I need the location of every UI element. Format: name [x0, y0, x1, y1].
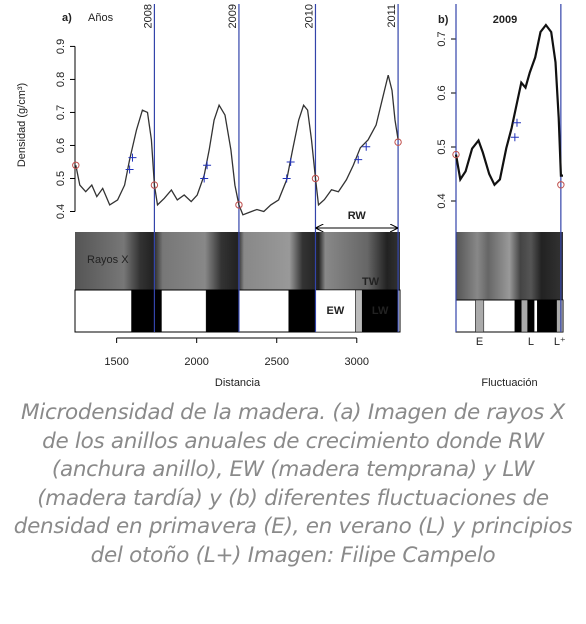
caption: Microdensidad de la madera. (a) Imagen d…: [13, 400, 573, 568]
ring-block: [537, 299, 557, 333]
x-axis-label: Distancia: [215, 377, 261, 389]
cross-point: [510, 133, 519, 142]
boundary-point: [150, 181, 159, 189]
y-tick-label: 0.6: [436, 85, 448, 100]
boundary-point: [311, 174, 320, 183]
block-label: L: [528, 336, 534, 348]
y-tick-label: 0.5: [436, 139, 448, 154]
panel-title: 2009: [493, 14, 517, 26]
boundary-point: [72, 161, 80, 169]
y-axis-label: Densidad (g/cm³): [16, 83, 28, 167]
cross-point: [200, 174, 209, 183]
y-tick-label: 0.7: [436, 31, 448, 46]
x-tick-label: 2500: [264, 356, 288, 368]
y-tick-label: 0.4: [55, 204, 67, 219]
cross-point: [354, 155, 363, 164]
boundary-point: [235, 201, 243, 209]
ring-block: [527, 299, 535, 333]
cross-point: [282, 174, 291, 183]
density-line: [75, 74, 399, 216]
ring-block: [361, 289, 399, 333]
y-tick-label: 0.8: [55, 72, 67, 87]
cross-point: [286, 157, 295, 166]
ring-block: [288, 289, 316, 333]
cross-point: [203, 161, 212, 170]
ring-block: [514, 299, 522, 333]
figure: EW LW 0.4 0.5 0.6 0.7 0.8 0.9 Densidad (g/cm³) 15…: [16, 4, 566, 389]
panel-label: a): [62, 12, 72, 24]
x-tick-label: 3000: [345, 356, 369, 368]
cross-point: [362, 142, 371, 151]
ring-block: [355, 289, 363, 333]
cross-point: [128, 153, 137, 162]
ring-block: [315, 289, 356, 333]
block-label: EW: [327, 305, 345, 317]
panel-subtitle: Años: [88, 12, 114, 24]
rw-label: RW: [348, 210, 367, 222]
panel-label: b): [438, 14, 449, 26]
y-tick-label: 0.6: [55, 138, 67, 153]
cross-point: [125, 165, 134, 174]
y-tick-label: 0.5: [55, 171, 67, 186]
xray-label: Rayos X: [87, 254, 129, 266]
year-label: 2010: [303, 4, 315, 28]
year-label: 2008: [142, 4, 154, 28]
year-label: 2011: [386, 4, 398, 28]
x-axis-label: Fluctuación: [481, 377, 537, 389]
block-label: LW: [372, 305, 389, 317]
tw-label: TW: [362, 276, 380, 288]
boundary-point: [557, 181, 565, 189]
block-label: L⁺: [554, 336, 566, 348]
y-tick-label: 0.4: [436, 193, 448, 208]
density-line: [454, 23, 563, 187]
xray-strip: [456, 232, 563, 300]
cross-point: [512, 118, 521, 127]
ring-block: [556, 299, 564, 333]
boundary-point: [452, 150, 460, 159]
y-tick-label: 0.9: [55, 39, 67, 54]
boundary-point: [394, 138, 402, 146]
year-label: 2009: [227, 4, 239, 28]
ring-block: [205, 289, 240, 333]
ring-block: [521, 299, 528, 333]
x-tick-label: 1500: [104, 356, 128, 368]
y-tick-label: 0.7: [55, 105, 67, 120]
block-label: E: [476, 336, 483, 348]
ring-block: [131, 289, 162, 333]
x-tick-label: 2000: [184, 356, 208, 368]
ring-block: [475, 299, 485, 333]
xray-strip: [75, 232, 400, 290]
